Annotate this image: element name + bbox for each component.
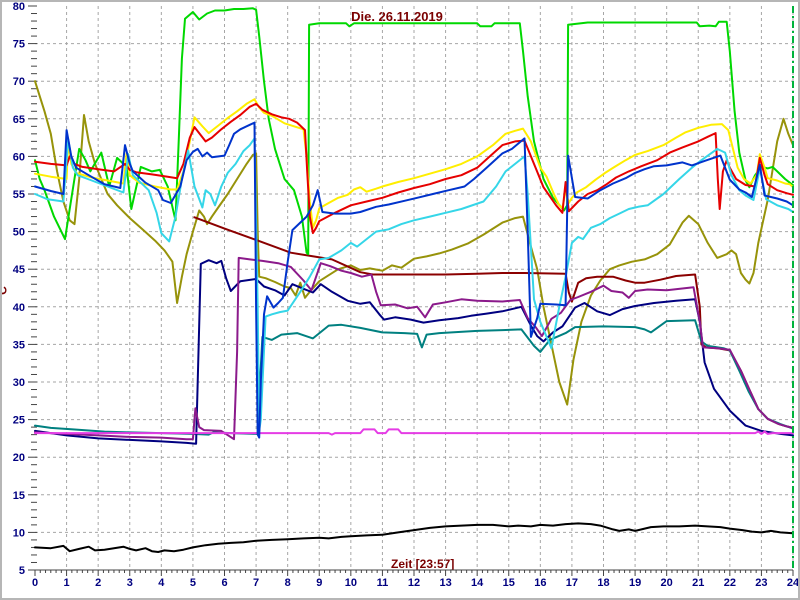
y-tick-label: 80 (13, 2, 25, 13)
series-green-line (34, 7, 794, 256)
y-tick-label: 60 (13, 151, 25, 163)
x-tick-label: 11 (377, 577, 389, 589)
x-tick-label: 14 (471, 577, 484, 589)
x-tick-label: 3 (127, 577, 133, 589)
x-tick-label: 4 (158, 577, 165, 589)
x-axis-label-time: Zeit [23:57] (391, 557, 455, 571)
series-magenta-line (34, 428, 794, 436)
y-tick-label: 35 (13, 339, 25, 351)
y-tick-label: 10 (13, 527, 25, 539)
x-tick-label: 19 (629, 577, 641, 589)
y-tick-label: 65 (13, 114, 25, 126)
x-tick-label: 21 (692, 577, 704, 589)
x-tick-label: 16 (534, 577, 546, 589)
y-tick-label: 50 (13, 227, 25, 239)
y-tick-label: 5 (19, 565, 25, 577)
series-blue-line (34, 121, 794, 439)
x-tick-label: 10 (345, 577, 357, 589)
series-black-line (34, 522, 794, 553)
x-tick-label: 9 (316, 577, 322, 589)
y-tick-label: 20 (13, 452, 25, 464)
y-tick-label: 75 (13, 39, 25, 51)
series-dark_red-line (193, 216, 794, 429)
x-tick-label: 7 (253, 577, 259, 589)
y-tick-label: 15 (13, 490, 25, 502)
x-tick-label: 1 (64, 577, 70, 589)
series-olive-line (34, 80, 794, 406)
x-tick-label: 6 (221, 577, 227, 589)
x-tick-label: 2 (95, 577, 101, 589)
x-tick-label: 8 (285, 577, 291, 589)
y-tick-label: 25 (13, 415, 25, 427)
x-tick-label: 12 (408, 577, 420, 589)
x-tick-label: 17 (566, 577, 578, 589)
y-tick-label: 40 (13, 302, 25, 314)
y-tick-label: 55 (13, 189, 25, 201)
x-tick-label: 23 (755, 577, 767, 589)
y-tick-label: 30 (13, 377, 25, 389)
x-tick-label: 5 (190, 577, 196, 589)
series-navy-line (34, 259, 794, 445)
x-tick-label: 20 (661, 577, 673, 589)
x-tick-label: 24 (787, 577, 800, 589)
x-tick-label: 13 (439, 577, 451, 589)
chart-title-date: Die. 26.11.2019 (351, 9, 443, 24)
series-cyan-line (34, 137, 794, 432)
x-tick-label: 22 (724, 577, 736, 589)
series-purple-line (34, 256, 794, 441)
x-tick-label: 18 (597, 577, 609, 589)
y-tick-label: 70 (13, 76, 25, 88)
x-tick-label: 0 (32, 577, 38, 589)
y-tick-label: 45 (13, 264, 25, 276)
x-tick-label: 15 (503, 577, 515, 589)
